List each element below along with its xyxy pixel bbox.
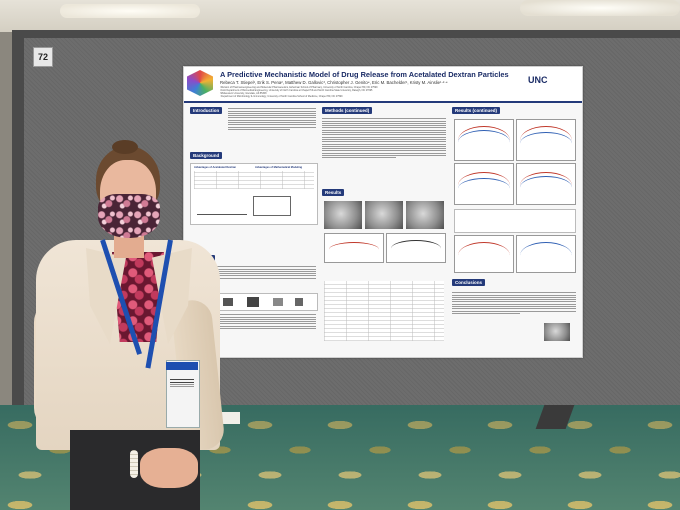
methods-schematic [190,293,318,311]
sem-micrograph [365,201,403,229]
sem-micrograph [406,201,444,229]
methods-text-lower [190,313,316,343]
section-heading-background: Background [190,152,223,159]
acknowledgement-image [544,323,570,341]
equipment-icon [273,298,283,306]
poster-affiliation: ⁴Department of Microbiology & Immunology… [220,95,343,98]
release-profile-plot [454,119,514,161]
name-badge-text [170,378,194,408]
research-poster: A Predictive Mechanistic Model of Drug R… [183,66,583,358]
equipment-icon [295,298,303,306]
release-profile-plot [454,235,514,273]
sem-micrograph [324,201,362,229]
results-plot [324,233,384,263]
release-profile-plot [516,119,576,161]
section-heading-results-continued: Results (continued) [452,107,501,114]
bg-table-col1-header: Advantages of Acetalated Dextran [194,166,236,169]
bg-table-col2-header: Advantages of Mathematical Modeling [255,166,303,169]
ceiling-light [60,4,200,18]
introduction-text [228,107,316,137]
ceiling-light [520,0,680,16]
background-table [194,171,314,189]
background-panel: Advantages of Acetalated Dextran Advanta… [190,163,318,225]
poster-affiliation: ²Joint Department of Biomedical Engineer… [220,89,373,92]
name-badge-band [166,362,198,370]
equipment-icon [247,297,259,307]
poster-authors: Rebeca T. Stiepel¹, Erik S. Pena², Matth… [220,80,448,85]
release-profile-plot [516,235,576,273]
results-table [324,281,444,341]
chemical-structure-diagram [197,194,247,215]
poster-header [184,67,582,103]
methods-continued-text [322,117,446,185]
methods-text [190,265,316,289]
hair-bun [112,140,138,154]
section-heading-methods-continued: Methods (continued) [322,107,373,114]
pearl-bracelet [130,450,138,478]
poster-affiliation: ³Midwestern University, Glendale, AZ 853… [220,92,267,95]
section-heading-introduction: Introduction [190,107,223,114]
results-plot [386,233,446,263]
release-profile-plot [516,163,576,205]
face-mask [98,194,160,238]
conclusions-text [452,291,576,341]
release-profile-plot [454,163,514,205]
equipment-icon [223,298,233,306]
unc-logo: UNC [528,75,548,85]
board-number-tag: 72 [33,47,53,67]
hexagon-logo-icon [187,70,213,96]
chemical-structure-diagram [253,196,291,216]
section-heading-results: Results [322,189,345,196]
name-badge [166,360,200,428]
section-heading-conclusions: Conclusions [452,279,486,286]
person-hands [140,448,198,488]
poster-title: A Predictive Mechanistic Model of Drug R… [220,70,509,79]
results-schematic [454,209,576,233]
poster-affiliation: ¹Division of Pharmacoengineering and Mol… [220,86,378,89]
